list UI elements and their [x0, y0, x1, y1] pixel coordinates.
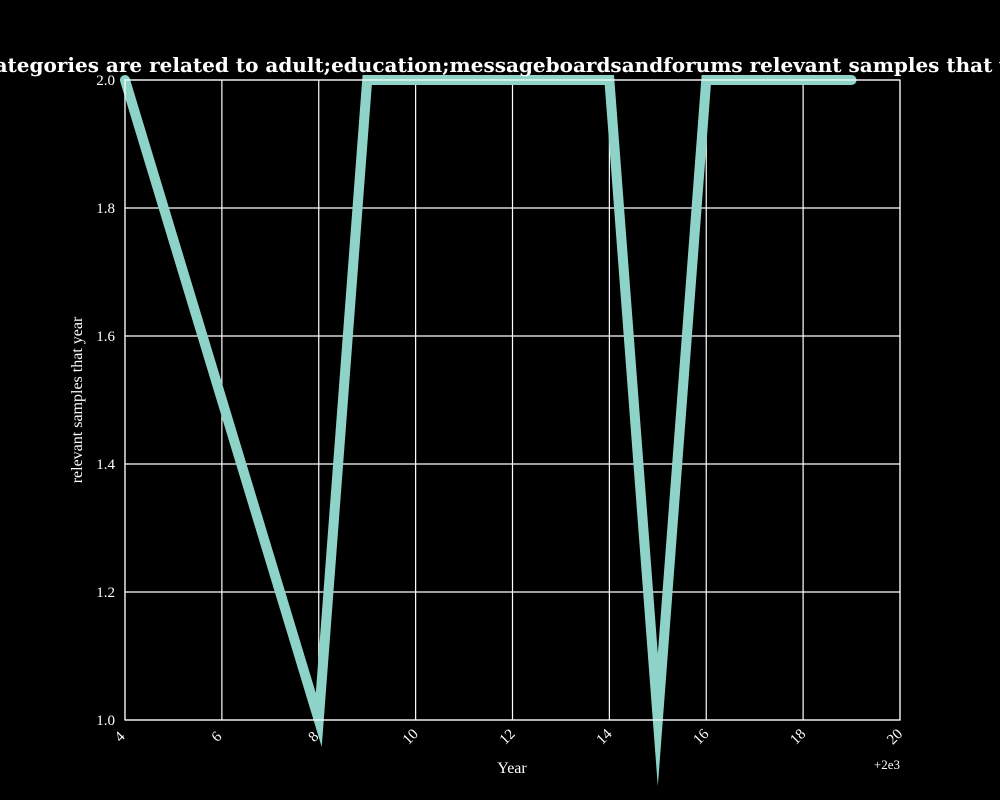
x-tick-label: 14	[594, 726, 616, 748]
plot-frame	[124, 79, 901, 721]
x-axis-label: Year	[497, 760, 527, 777]
grid-lines	[124, 79, 901, 721]
y-axis-label: relevant samples that year	[69, 316, 86, 483]
y-tick-label: 1.4	[96, 457, 115, 473]
x-tick-label: 10	[400, 726, 422, 748]
x-axis-offset-label: +2e3	[874, 757, 900, 772]
y-tick-label: 2.0	[96, 73, 115, 89]
x-tick-label: 6	[209, 729, 226, 746]
y-tick-label: 1.0	[96, 713, 115, 729]
tick-labels: 4 6 8 10 12 14 16 18 201.01.21.41.61.82.0	[96, 73, 906, 748]
series-layer	[120, 75, 857, 787]
x-tick-label: 18	[787, 726, 809, 748]
x-tick-label: 12	[497, 726, 519, 748]
y-tick-label: 1.2	[96, 585, 115, 601]
x-tick-label: 16	[690, 726, 712, 748]
x-tick-label: 20	[884, 726, 906, 748]
y-tick-label: 1.8	[96, 201, 115, 217]
x-tick-label: 4	[112, 729, 129, 746]
y-tick-label: 1.6	[96, 329, 115, 345]
chart-title: Ratio of how many categories are related…	[0, 53, 1000, 77]
series-line-0	[120, 75, 857, 787]
